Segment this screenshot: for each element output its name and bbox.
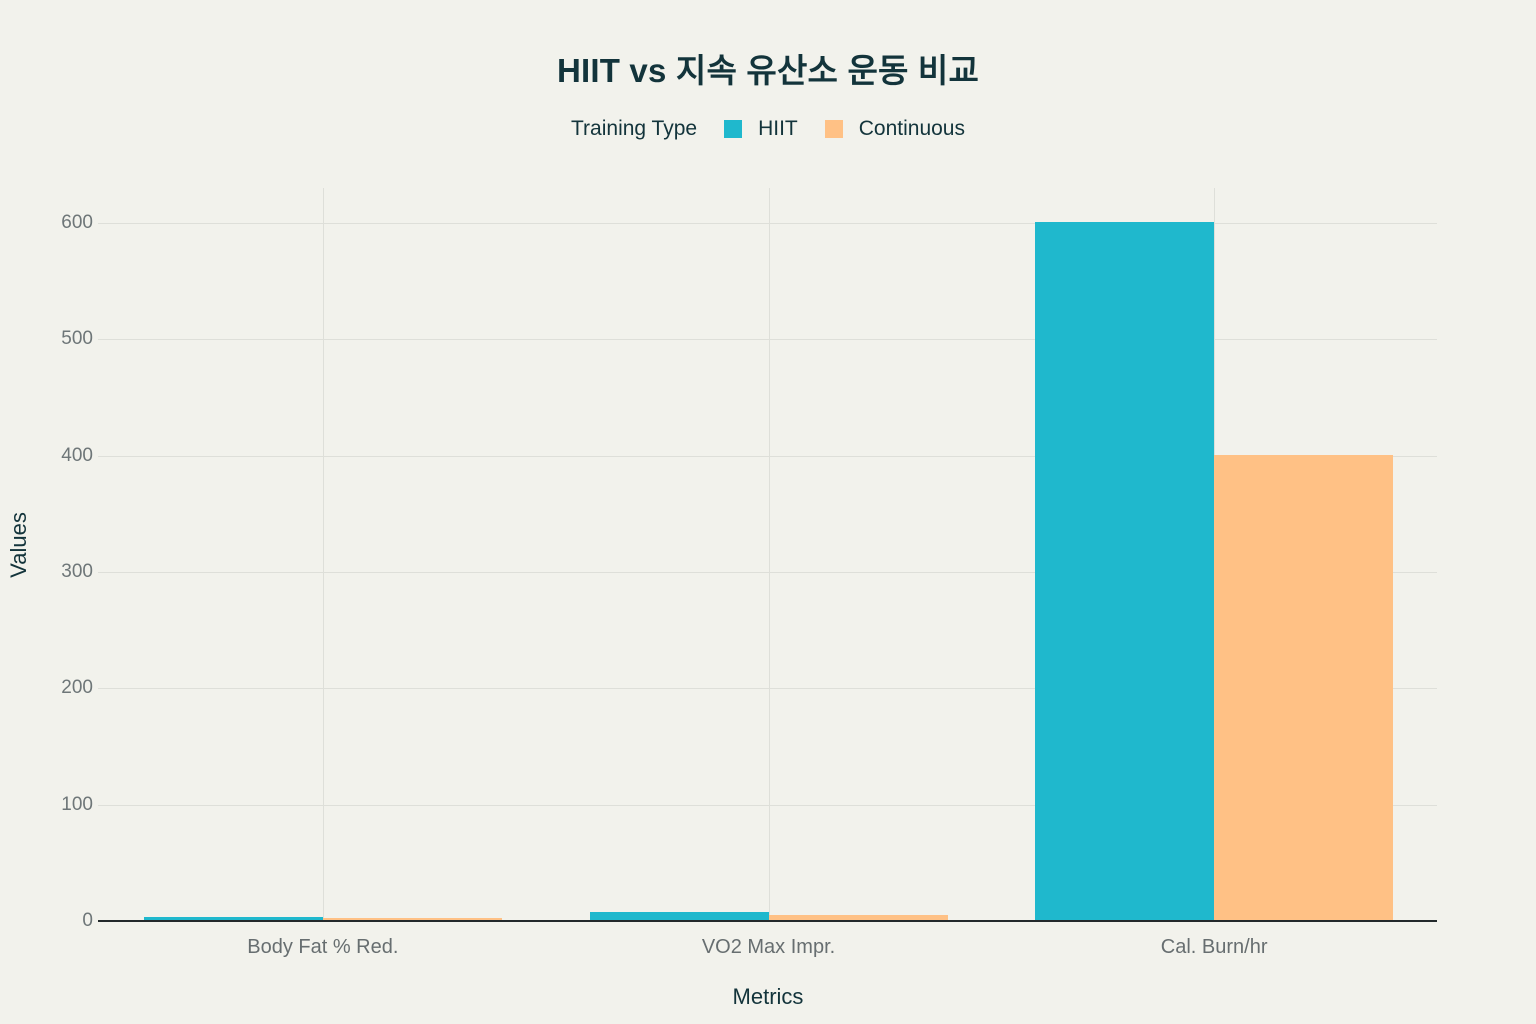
bar-continuous-1 xyxy=(768,915,948,920)
y-tick-label-500: 500 xyxy=(61,328,93,350)
bar-continuous-2 xyxy=(1214,454,1394,920)
y-gridline-300 xyxy=(98,571,1437,573)
legend-title: Training Type xyxy=(571,117,698,140)
y-tick-label-400: 400 xyxy=(61,444,93,466)
bar-hiit-0 xyxy=(143,917,323,920)
legend: Training Type HIIT Continuous xyxy=(0,117,1536,141)
x-tick-label-1: VO2 Max Impr. xyxy=(701,936,836,958)
bar-hiit-2 xyxy=(1035,221,1215,920)
bar-continuous-0 xyxy=(322,918,502,920)
chart-title: HIIT vs 지속 유산소 운동 비교 xyxy=(556,52,980,89)
x-axis-title: Metrics xyxy=(732,984,804,1009)
x-axis-line xyxy=(98,920,1437,922)
x-tick-label-2: Cal. Burn/hr xyxy=(1160,936,1268,958)
y-gridline-200 xyxy=(98,688,1437,690)
y-tick-label-300: 300 xyxy=(61,560,93,582)
legend-swatch-continuous-icon xyxy=(824,120,843,138)
x-tick-label-0: Body Fat % Red. xyxy=(247,936,399,958)
legend-swatch-hiit-icon xyxy=(724,120,743,138)
y-tick-label-600: 600 xyxy=(61,211,93,233)
y-gridline-400 xyxy=(98,455,1437,457)
y-tick-label-200: 200 xyxy=(61,677,93,699)
y-gridline-100 xyxy=(98,804,1437,806)
y-gridline-500 xyxy=(98,339,1437,341)
x-gridline-1 xyxy=(768,188,770,921)
legend-label-continuous: Continuous xyxy=(858,117,965,140)
x-gridline-0 xyxy=(322,188,324,921)
legend-label-hiit: HIIT xyxy=(758,117,798,140)
legend-item-continuous: Continuous xyxy=(824,117,965,141)
y-tick-label-100: 100 xyxy=(61,793,93,815)
bar-hiit-1 xyxy=(589,911,769,920)
legend-item-hiit: HIIT xyxy=(724,117,798,141)
y-tick-label-0: 0 xyxy=(82,910,93,931)
y-gridline-600 xyxy=(98,222,1437,224)
